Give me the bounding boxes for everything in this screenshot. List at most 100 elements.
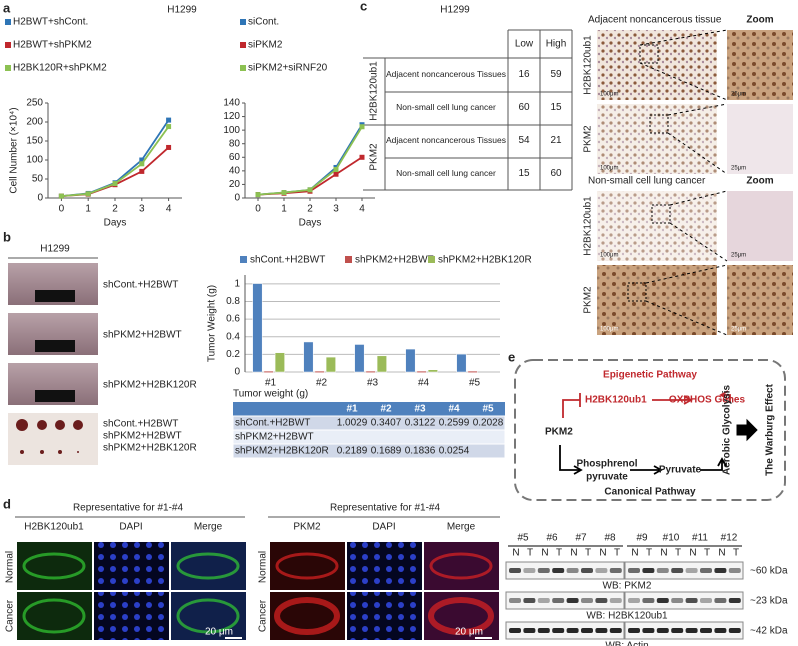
chart-title: H1299 [440,5,470,16]
ihc-images [597,29,793,336]
section-title: Representative for #1-#4 [330,503,441,514]
table-cell: 60 [518,102,530,113]
point [58,193,64,199]
table-header-cell: Low [515,39,534,50]
y-tick-label: 120 [223,111,240,122]
y-tick-label: 0 [37,193,43,204]
bar [405,348,416,373]
point [333,171,339,177]
y-tick-label: 0.4 [226,331,240,342]
lane-label: T [733,548,739,559]
row-label: Cancer [258,599,269,632]
scale-bar: 25μm [731,327,746,333]
band [685,628,698,633]
micrograph [94,592,169,640]
x-tick-label: #2 [316,378,328,389]
legend-label: shPKM2+H2BK120R [438,255,532,266]
band [566,598,579,603]
legend-label: shCont.+H2BWT [250,255,325,266]
scale-bar: 20 μm [455,627,483,638]
table-cell: 0.2028 [473,418,504,429]
micrograph [270,542,345,590]
table-cell: 16 [518,69,530,80]
y-axis-label: Tumor Weight (g) [207,285,218,362]
table-header-cell: #2 [380,404,392,415]
blot-label: WB: PKM2 [603,581,652,592]
lane-label: #6 [546,533,558,544]
lane-label: N [570,548,577,559]
x-tick-label: 1 [281,204,287,215]
node: H2BK120ub1 [585,395,647,406]
scale-bar: 25μm [731,253,746,259]
y-tick-label: 0.8 [226,296,240,307]
stain [275,552,339,580]
bar [263,370,274,373]
bar [274,352,285,373]
band [671,568,684,573]
point [255,192,261,198]
band [656,568,669,573]
scale-bar: 100μm [600,253,618,259]
group-label: PKM2 [369,143,380,171]
table-cell: 15 [518,168,530,179]
x-tick-label: 2 [307,204,313,215]
pathway-box [514,359,786,501]
band [595,598,608,603]
column-label: DAPI [119,522,142,533]
blot-size: ~42 kDa [750,626,788,637]
node: Aerobic Glycolysis [722,385,733,475]
group-label: H2BK120ub1 [369,61,380,121]
scale-bar: 20 μm [205,627,233,638]
table-cell: 0.3407 [371,418,402,429]
photo-label: shCont.+H2BWT [103,280,178,291]
band [552,598,565,603]
legend-label: shPKM2+H2BWT [355,255,434,266]
column-label: DAPI [372,522,395,533]
column-label: PKM2 [293,522,321,533]
micrograph [17,542,92,590]
row-label: PKM2 [583,125,594,153]
point [166,124,172,130]
table-row-label: shPKM2+H2BWT [235,432,314,443]
blot-size: ~23 kDa [750,596,788,607]
band [509,568,521,573]
bar [365,370,376,373]
band [581,598,593,603]
band [566,628,579,633]
band [509,598,521,603]
band [700,628,712,633]
pathway-arrows [559,390,758,475]
row-label: PKM2 [583,286,594,314]
band [537,628,550,633]
photo-label: shPKM2+H2BK120R [103,443,197,454]
table-cell: 0.1689 [371,446,402,457]
band [595,568,608,573]
table-cell: 0.1836 [405,446,436,457]
stain [176,598,240,634]
point [112,181,118,187]
lane-label: T [556,548,562,559]
table-cell: 0.3122 [405,418,436,429]
row-label: H2BK120ub1 [583,196,594,256]
table-cell: 60 [550,168,562,179]
photo-label: shPKM2+H2BWT [103,431,182,442]
y-tick-label: 0 [234,367,240,378]
table-row-label: shCont.+H2BWT [235,418,310,429]
x-tick-label: 4 [359,204,365,215]
node: The Warburg Effect [765,383,776,476]
lane-label: #11 [692,533,708,544]
table-cell: 54 [518,135,530,146]
blot [624,591,744,610]
stain [428,597,494,635]
table-title: Tumor weight (g) [233,389,308,400]
y-tick-label: 150 [26,136,43,147]
band [714,568,727,573]
image-title: Zoom [746,176,773,187]
line [257,124,363,196]
y-tick-label: 0.2 [226,349,240,360]
band [609,598,622,603]
band [628,568,640,573]
x-tick-label: 3 [333,204,339,215]
column-label: Merge [194,522,223,533]
scale-bar: 100μm [600,166,618,172]
